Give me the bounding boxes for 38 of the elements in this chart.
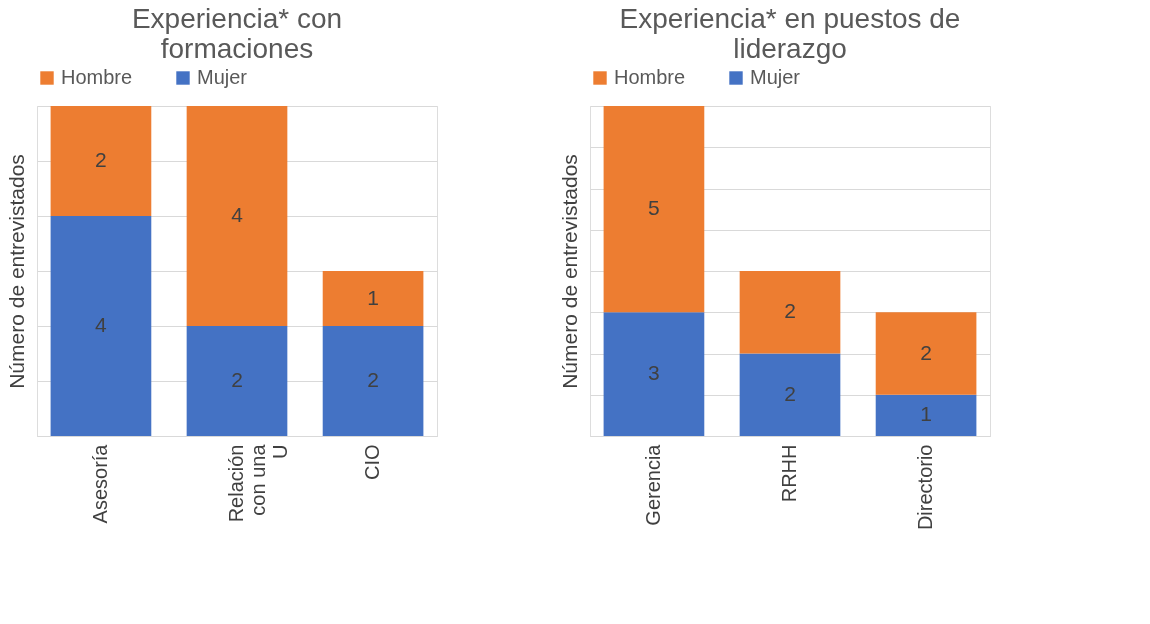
bar [739,353,841,436]
data-label: 1 [920,402,932,426]
data-label: 2 [95,148,107,171]
data-label: 4 [95,313,108,336]
x-tick-label: Asesoría [88,443,111,524]
chart-title: Experiencia* con formaciones [131,3,343,64]
data-label: 1 [367,285,379,309]
bar [50,106,152,216]
y-axis-title: Número de entrevistados [557,154,581,389]
y-axis-title: Número de entrevistados [4,154,28,389]
legend-label: Mujer [750,66,801,88]
bar [875,312,977,395]
bar [322,326,424,436]
bar [186,326,288,436]
x-tick-label: Gerencia [641,443,664,526]
data-label: 2 [367,368,379,391]
bar [603,312,705,436]
bar [50,216,152,436]
legend-label: Hombre [61,66,133,88]
legend-label: Mujer [197,66,248,88]
data-label: 5 [648,196,660,220]
legend-label: Hombre [614,66,686,88]
bar [875,394,977,436]
data-label: 2 [231,368,243,391]
data-label: 4 [231,203,244,226]
x-tick-label: Relación con una U [225,443,291,523]
bar [739,271,841,354]
x-tick-label: CIO [361,444,384,481]
data-label: 3 [648,361,660,385]
bar [186,106,288,326]
chart-title: Experiencia* en puestos de liderazgo [619,3,961,64]
data-label: 2 [784,299,796,323]
data-label: 2 [920,340,932,364]
x-tick-label: Directorio [914,444,937,531]
x-tick-label: RRHH [778,444,800,503]
data-label: 2 [784,381,796,405]
bar [322,271,424,326]
bar [603,106,705,313]
